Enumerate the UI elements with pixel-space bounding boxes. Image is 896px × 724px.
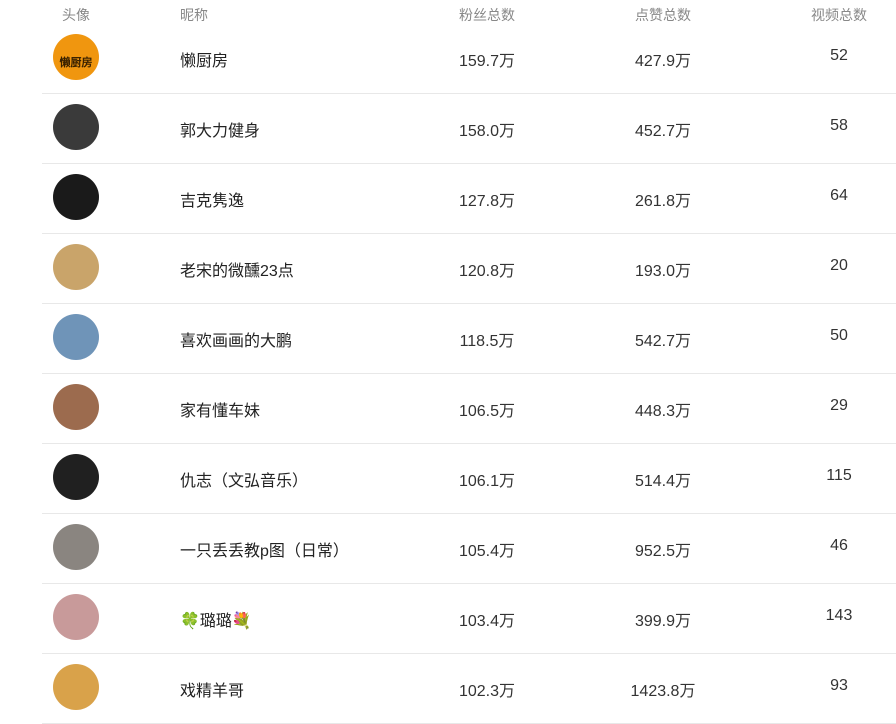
- nickname[interactable]: 家有懂车妹: [180, 403, 261, 420]
- table-row[interactable]: 🍀璐璐💐 103.4万 399.9万 143: [0, 584, 896, 654]
- videos-count: 50: [830, 327, 848, 344]
- avatar[interactable]: 懒厨房: [53, 34, 99, 80]
- fans-count: 102.3万: [458, 683, 516, 700]
- avatar[interactable]: [53, 314, 99, 360]
- table-row[interactable]: 戏精羊哥 102.3万 1423.8万 93: [0, 654, 896, 724]
- likes-count: 427.9万: [634, 53, 692, 70]
- header-likes[interactable]: 点赞总数: [635, 7, 691, 23]
- nickname[interactable]: 戏精羊哥: [180, 683, 245, 700]
- nickname[interactable]: 老宋的微醺23点: [180, 263, 294, 280]
- row-divider: [42, 303, 896, 304]
- fans-count: 120.8万: [458, 263, 516, 280]
- row-divider: [42, 443, 896, 444]
- videos-count: 58: [830, 117, 848, 134]
- videos-count: 93: [830, 677, 848, 694]
- nickname[interactable]: 喜欢画画的大鹏: [180, 333, 293, 350]
- table-row[interactable]: 一只丢丢教p图（日常） 105.4万 952.5万 46: [0, 514, 896, 584]
- avatar-logo-text: 懒厨房: [59, 57, 93, 69]
- row-divider: [42, 373, 896, 374]
- likes-count: 261.8万: [634, 193, 692, 210]
- row-divider: [42, 653, 896, 654]
- fans-count: 106.5万: [458, 403, 516, 420]
- fans-count: 105.4万: [458, 543, 516, 560]
- table-row[interactable]: 家有懂车妹 106.5万 448.3万 29: [0, 374, 896, 444]
- avatar[interactable]: [53, 664, 99, 710]
- avatar[interactable]: [53, 244, 99, 290]
- row-divider: [42, 93, 896, 94]
- header-nickname[interactable]: 昵称: [180, 7, 208, 23]
- avatar[interactable]: [53, 104, 99, 150]
- videos-count: 20: [830, 257, 848, 274]
- table-row[interactable]: 吉克隽逸 127.8万 261.8万 64: [0, 164, 896, 234]
- likes-count: 514.4万: [634, 473, 692, 490]
- videos-count: 143: [825, 607, 853, 624]
- nickname[interactable]: 懒厨房: [180, 53, 229, 70]
- header-avatar: 头像: [62, 7, 90, 23]
- avatar[interactable]: [53, 174, 99, 220]
- avatar[interactable]: [53, 594, 99, 640]
- videos-count: 29: [830, 397, 848, 414]
- table-row[interactable]: 郭大力健身 158.0万 452.7万 58: [0, 94, 896, 164]
- header-fans[interactable]: 粉丝总数: [459, 7, 515, 23]
- table-row[interactable]: 喜欢画画的大鹏 118.5万 542.7万 50: [0, 304, 896, 374]
- likes-count: 448.3万: [634, 403, 692, 420]
- likes-count: 452.7万: [634, 123, 692, 140]
- nickname[interactable]: 郭大力健身: [180, 123, 261, 140]
- videos-count: 46: [830, 537, 848, 554]
- header-videos[interactable]: 视频总数: [811, 7, 867, 23]
- videos-count: 115: [826, 467, 852, 484]
- fans-count: 118.5万: [459, 333, 515, 350]
- avatar[interactable]: [53, 524, 99, 570]
- fans-count: 103.4万: [458, 613, 516, 630]
- row-divider: [42, 513, 896, 514]
- likes-count: 1423.8万: [630, 683, 696, 700]
- likes-count: 399.9万: [634, 613, 692, 630]
- likes-count: 193.0万: [634, 263, 692, 280]
- row-divider: [42, 233, 896, 234]
- avatar[interactable]: [53, 384, 99, 430]
- row-divider: [42, 583, 896, 584]
- nickname[interactable]: 一只丢丢教p图（日常）: [180, 543, 349, 560]
- fans-count: 158.0万: [458, 123, 516, 140]
- table-row[interactable]: 仇志（文弘音乐） 106.1万 514.4万 115: [0, 444, 896, 514]
- table-row[interactable]: 懒厨房 懒厨房 159.7万 427.9万 52: [0, 24, 896, 94]
- fans-count: 127.8万: [458, 193, 516, 210]
- videos-count: 64: [830, 187, 848, 204]
- nickname[interactable]: 吉克隽逸: [180, 193, 245, 210]
- row-divider: [42, 163, 896, 164]
- fans-count: 159.7万: [458, 53, 516, 70]
- nickname[interactable]: 仇志（文弘音乐）: [180, 473, 309, 490]
- table-row[interactable]: 老宋的微醺23点 120.8万 193.0万 20: [0, 234, 896, 304]
- nickname[interactable]: 🍀璐璐💐: [180, 613, 252, 630]
- fans-count: 106.1万: [458, 473, 516, 490]
- likes-count: 952.5万: [634, 543, 692, 560]
- videos-count: 52: [830, 47, 848, 64]
- likes-count: 542.7万: [634, 333, 692, 350]
- table-header: 头像 昵称 粉丝总数 点赞总数 视频总数: [0, 0, 896, 26]
- avatar[interactable]: [53, 454, 99, 500]
